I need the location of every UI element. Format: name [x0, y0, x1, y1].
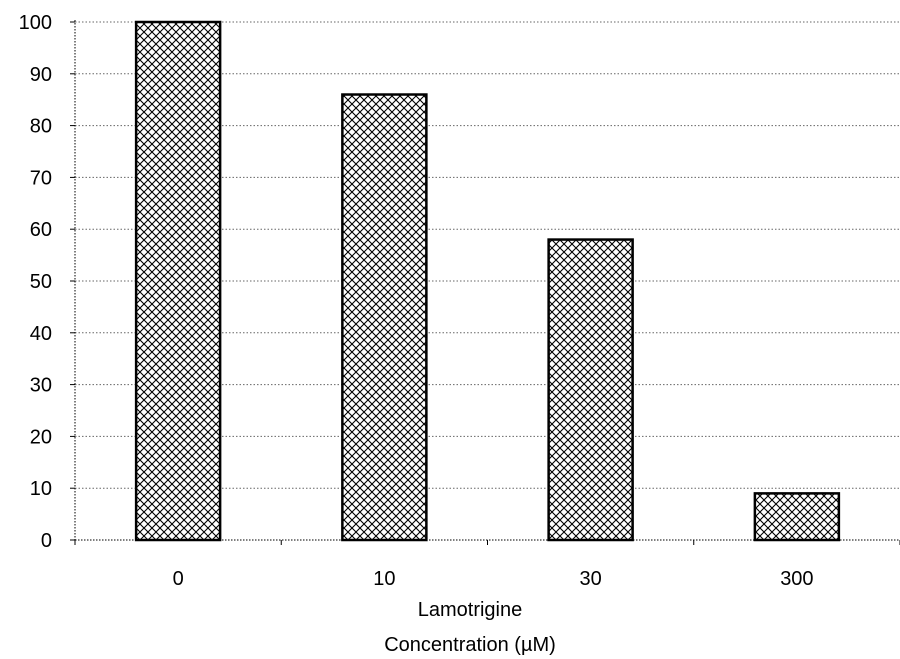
- y-tick-labels: 0 10 20 30 40 50 60 70 80 90 100: [19, 12, 52, 552]
- bar-300: [753, 492, 841, 542]
- y-tick-label: 20: [30, 426, 52, 448]
- y-tick-label: 80: [30, 116, 52, 138]
- x-tick-label: 30: [580, 568, 602, 590]
- y-tick-label: 0: [41, 530, 52, 552]
- bar-0: [134, 20, 222, 542]
- bars: [134, 20, 841, 542]
- x-axis-title-line-2: Concentration (µM): [384, 634, 556, 656]
- y-tick-label: 30: [30, 375, 52, 397]
- x-tick-label: 10: [373, 568, 395, 590]
- y-tick-label: 10: [30, 478, 52, 500]
- y-tick-label: 70: [30, 167, 52, 189]
- y-tick-label: 40: [30, 323, 52, 345]
- x-tick-label: 300: [780, 568, 813, 590]
- y-tick-label: 100: [19, 12, 52, 34]
- axes: [70, 20, 900, 545]
- x-tick-labels: 0 10 30 300: [173, 568, 814, 590]
- y-tick-label: 50: [30, 271, 52, 293]
- x-axis-title-line-1: Lamotrigine: [418, 599, 523, 621]
- x-tick-label: 0: [173, 568, 184, 590]
- y-tick-label: 90: [30, 64, 52, 86]
- bar-30: [547, 238, 634, 542]
- bar-10: [341, 93, 428, 542]
- y-tick-label: 60: [30, 219, 52, 241]
